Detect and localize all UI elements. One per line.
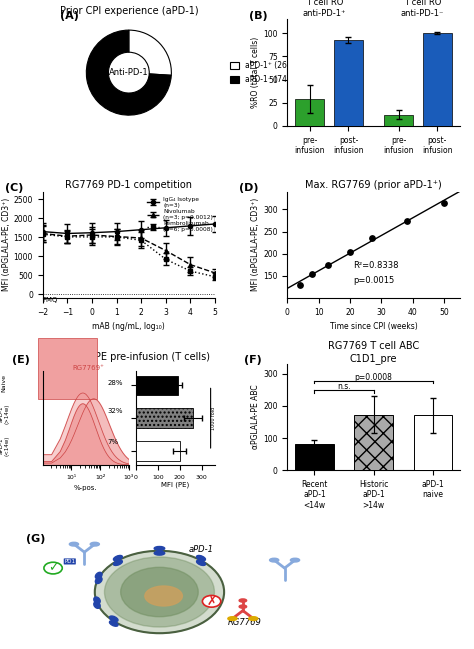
Text: PD1: PD1 bbox=[64, 559, 75, 564]
Point bbox=[296, 280, 304, 290]
Ellipse shape bbox=[90, 543, 100, 546]
Ellipse shape bbox=[94, 602, 100, 608]
Point bbox=[403, 215, 410, 226]
Ellipse shape bbox=[228, 617, 237, 620]
Text: RG7769: RG7769 bbox=[228, 618, 262, 627]
Bar bbox=[334, 40, 363, 126]
Ellipse shape bbox=[109, 621, 118, 626]
Text: R²=0.8338: R²=0.8338 bbox=[353, 262, 399, 270]
Ellipse shape bbox=[94, 597, 100, 604]
Text: (F): (F) bbox=[244, 356, 262, 365]
Ellipse shape bbox=[145, 586, 182, 606]
Legend: aPD-1⁺ (26%), aPD-1⁻ (74%): aPD-1⁺ (26%), aPD-1⁻ (74%) bbox=[227, 58, 301, 87]
Circle shape bbox=[95, 551, 224, 633]
Text: T cell RO
anti-PD-1⁺: T cell RO anti-PD-1⁺ bbox=[303, 0, 346, 18]
Title: αPGLALA-PE pre-infusion (T cells): αPGLALA-PE pre-infusion (T cells) bbox=[47, 352, 210, 361]
Title: RG7769 T cell ABC
C1D1_pre: RG7769 T cell ABC C1D1_pre bbox=[328, 341, 419, 364]
Text: T cell RO
anti-PD-1⁻: T cell RO anti-PD-1⁻ bbox=[401, 0, 444, 18]
Y-axis label: MFI (αPGLALA-PE, CD3⁺): MFI (αPGLALA-PE, CD3⁺) bbox=[2, 198, 11, 291]
Circle shape bbox=[104, 557, 214, 627]
Point bbox=[324, 260, 332, 270]
Circle shape bbox=[44, 562, 62, 574]
Wedge shape bbox=[86, 30, 171, 115]
Ellipse shape bbox=[154, 551, 164, 555]
Bar bbox=[295, 99, 324, 126]
Bar bbox=[384, 115, 413, 126]
Y-axis label: MFI (αPGLALA-PE, CD3⁺): MFI (αPGLALA-PE, CD3⁺) bbox=[251, 198, 260, 291]
Bar bbox=[355, 415, 393, 471]
Text: FMQ: FMQ bbox=[43, 297, 58, 303]
X-axis label: Time since CPI (weeks): Time since CPI (weeks) bbox=[330, 323, 418, 331]
Text: (E): (E) bbox=[12, 356, 29, 365]
Title: Prior CPI experience (aPD-1): Prior CPI experience (aPD-1) bbox=[60, 6, 198, 16]
Ellipse shape bbox=[270, 558, 279, 562]
Bar bbox=[295, 444, 334, 471]
Point bbox=[309, 269, 316, 279]
Ellipse shape bbox=[69, 543, 79, 546]
Text: (C): (C) bbox=[5, 183, 23, 193]
Ellipse shape bbox=[249, 617, 258, 620]
Bar bbox=[413, 415, 452, 471]
Text: (A): (A) bbox=[60, 11, 79, 21]
Text: (B): (B) bbox=[249, 11, 268, 21]
Text: (D): (D) bbox=[239, 183, 259, 193]
Ellipse shape bbox=[239, 605, 246, 608]
Ellipse shape bbox=[113, 556, 122, 561]
Text: Anti-PD-1: Anti-PD-1 bbox=[109, 68, 149, 77]
Ellipse shape bbox=[95, 577, 102, 583]
Text: ✗: ✗ bbox=[206, 595, 217, 608]
Text: (G): (G) bbox=[26, 534, 46, 544]
Text: p=0.0015: p=0.0015 bbox=[353, 276, 394, 285]
Ellipse shape bbox=[95, 572, 102, 579]
Wedge shape bbox=[129, 30, 172, 75]
Ellipse shape bbox=[113, 560, 122, 565]
Ellipse shape bbox=[197, 556, 205, 561]
X-axis label: mAB (ng/mL, log₁₀): mAB (ng/mL, log₁₀) bbox=[92, 323, 165, 331]
Legend: IgG₄ Isotype
(n=3), Nivolumab
(n=3; p=0.0012), Pembrolizumab
(n=6; p=0.0008): IgG₄ Isotype (n=3), Nivolumab (n=3; p=0.… bbox=[145, 195, 216, 234]
Point bbox=[440, 197, 448, 208]
Y-axis label: %RO (total T cells): %RO (total T cells) bbox=[251, 37, 260, 108]
Ellipse shape bbox=[109, 616, 118, 622]
Ellipse shape bbox=[291, 558, 300, 562]
Text: n.s.: n.s. bbox=[337, 382, 351, 391]
Ellipse shape bbox=[239, 599, 246, 602]
Title: RG7769 PD-1 competition: RG7769 PD-1 competition bbox=[65, 180, 192, 190]
Text: aPD-1: aPD-1 bbox=[189, 545, 214, 554]
Text: p=0.0008: p=0.0008 bbox=[355, 373, 392, 382]
Y-axis label: αPGLALA-PE ABC: αPGLALA-PE ABC bbox=[251, 385, 260, 449]
Point bbox=[368, 233, 376, 243]
Text: ✓: ✓ bbox=[48, 561, 58, 574]
Ellipse shape bbox=[197, 560, 205, 565]
Ellipse shape bbox=[154, 546, 164, 550]
Circle shape bbox=[121, 567, 198, 617]
Title: Max. RG7769 (prior aPD-1⁺): Max. RG7769 (prior aPD-1⁺) bbox=[305, 180, 442, 190]
Point bbox=[346, 247, 354, 257]
Circle shape bbox=[202, 596, 221, 607]
Bar bbox=[423, 33, 452, 126]
